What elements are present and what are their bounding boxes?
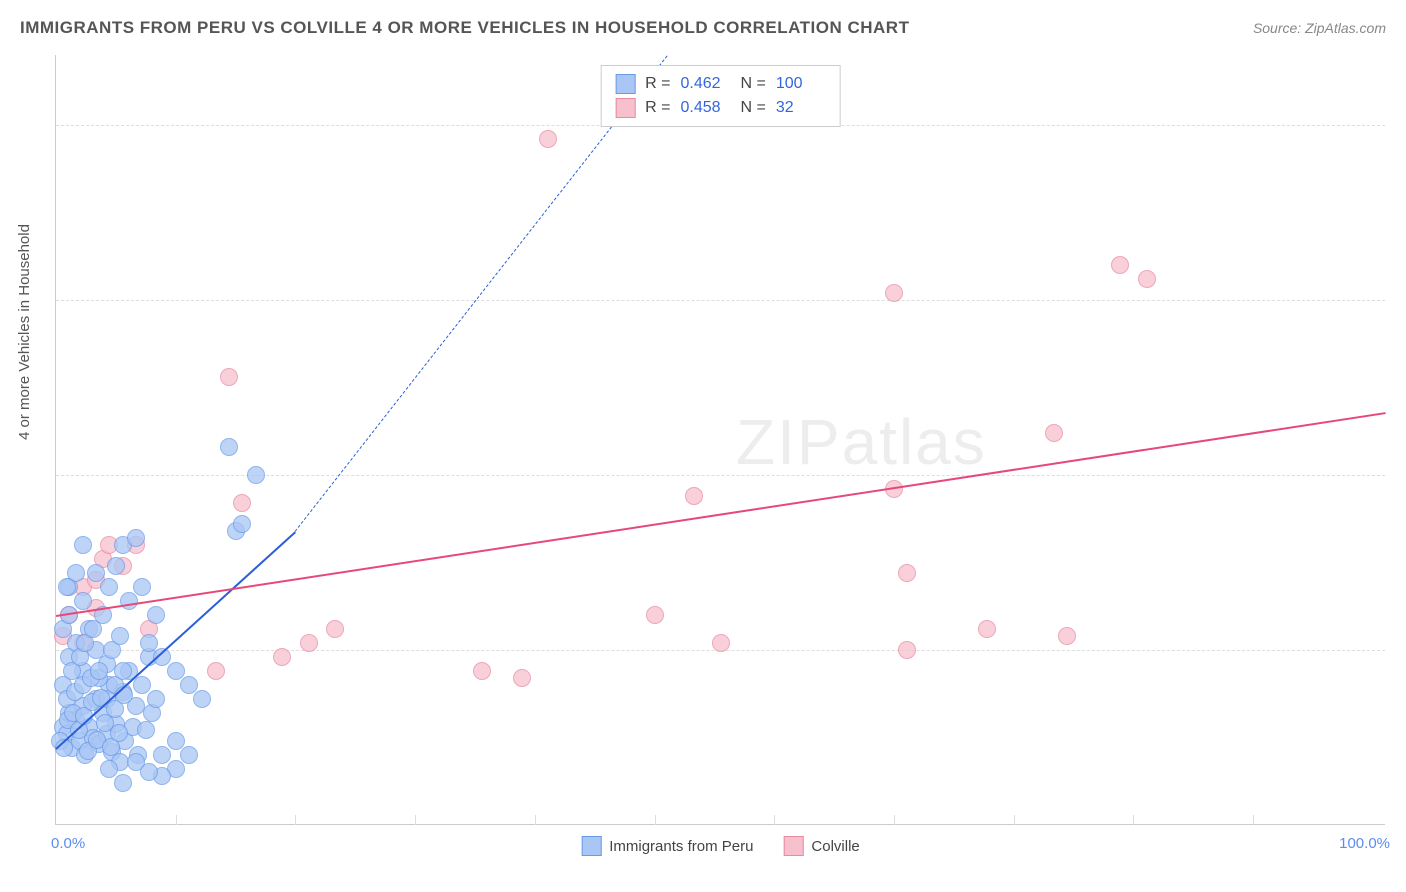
data-point	[74, 592, 92, 610]
gridline-vertical	[774, 815, 775, 825]
data-point	[646, 606, 664, 624]
data-point	[513, 669, 531, 687]
data-point	[120, 592, 138, 610]
data-point	[233, 515, 251, 533]
n-label-b: N =	[741, 99, 766, 117]
data-point	[207, 662, 225, 680]
gridline-vertical	[894, 815, 895, 825]
data-point	[220, 368, 238, 386]
data-point	[133, 676, 151, 694]
data-point	[107, 557, 125, 575]
y-tick-label: 50.0%	[1395, 117, 1406, 134]
data-point	[473, 662, 491, 680]
legend-row-series-b: R = 0.458 N = 32	[615, 96, 826, 120]
data-point	[193, 690, 211, 708]
data-point	[712, 634, 730, 652]
data-point	[1058, 627, 1076, 645]
data-point	[90, 662, 108, 680]
data-point	[100, 578, 118, 596]
y-tick-label: 37.5%	[1395, 292, 1406, 309]
data-point	[153, 746, 171, 764]
data-point	[273, 648, 291, 666]
y-tick-label: 12.5%	[1395, 642, 1406, 659]
scatter-plot-area: ZIPatlas R = 0.462 N = 100 R = 0.458 N =…	[55, 55, 1385, 825]
data-point	[137, 721, 155, 739]
legend-stats-box: R = 0.462 N = 100 R = 0.458 N = 32	[600, 65, 841, 127]
gridline-vertical	[176, 815, 177, 825]
data-point	[978, 620, 996, 638]
gridline-horizontal	[56, 300, 1385, 301]
data-point	[111, 627, 129, 645]
data-point	[300, 634, 318, 652]
data-point	[74, 536, 92, 554]
y-tick-label: 25.0%	[1395, 467, 1406, 484]
data-point	[685, 487, 703, 505]
data-point	[898, 641, 916, 659]
data-point	[110, 724, 128, 742]
data-point	[133, 578, 151, 596]
n-label-a: N =	[741, 75, 766, 93]
r-label-b: R =	[645, 99, 670, 117]
swatch-series-b-bot	[783, 836, 803, 856]
data-point	[180, 746, 198, 764]
series-a-name: Immigrants from Peru	[609, 838, 753, 855]
data-point	[898, 564, 916, 582]
data-point	[539, 130, 557, 148]
data-point	[247, 466, 265, 484]
gridline-vertical	[1014, 815, 1015, 825]
data-point	[1111, 256, 1129, 274]
chart-title: IMMIGRANTS FROM PERU VS COLVILLE 4 OR MO…	[20, 18, 909, 38]
legend-row-series-a: R = 0.462 N = 100	[615, 72, 826, 96]
gridline-vertical	[1133, 815, 1134, 825]
trendline	[56, 412, 1386, 617]
gridline-vertical	[295, 815, 296, 825]
data-point	[167, 662, 185, 680]
gridline-vertical	[415, 815, 416, 825]
data-point	[1138, 270, 1156, 288]
data-point	[147, 690, 165, 708]
x-tick-label: 100.0%	[1339, 835, 1390, 852]
n-value-a: 100	[776, 75, 826, 93]
data-point	[147, 606, 165, 624]
legend-item-series-b: Colville	[783, 836, 859, 856]
gridline-vertical	[655, 815, 656, 825]
data-point	[100, 760, 118, 778]
r-value-a: 0.462	[681, 75, 731, 93]
series-b-name: Colville	[811, 838, 859, 855]
n-value-b: 32	[776, 99, 826, 117]
r-label-a: R =	[645, 75, 670, 93]
swatch-series-b	[615, 98, 635, 118]
source-label: Source: ZipAtlas.com	[1253, 20, 1386, 36]
data-point	[114, 774, 132, 792]
x-tick-label: 0.0%	[51, 835, 85, 852]
legend-series-box: Immigrants from Peru Colville	[581, 836, 860, 856]
data-point	[233, 494, 251, 512]
watermark: ZIPatlas	[736, 405, 987, 479]
data-point	[58, 578, 76, 596]
data-point	[885, 284, 903, 302]
data-point	[84, 620, 102, 638]
data-point	[167, 732, 185, 750]
swatch-series-a	[615, 74, 635, 94]
swatch-series-a-bot	[581, 836, 601, 856]
data-point	[114, 662, 132, 680]
data-point	[326, 620, 344, 638]
gridline-vertical	[535, 815, 536, 825]
legend-item-series-a: Immigrants from Peru	[581, 836, 753, 856]
data-point	[220, 438, 238, 456]
y-axis-title: 4 or more Vehicles in Household	[16, 224, 33, 440]
data-point	[127, 529, 145, 547]
data-point	[1045, 424, 1063, 442]
r-value-b: 0.458	[681, 99, 731, 117]
gridline-vertical	[1253, 815, 1254, 825]
data-point	[140, 763, 158, 781]
